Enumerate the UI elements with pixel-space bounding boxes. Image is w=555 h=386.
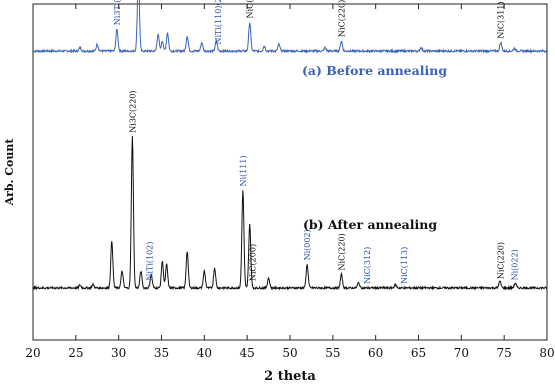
x-tick-label: 65 <box>411 346 426 360</box>
peak-label: NiTi(102) <box>146 242 155 281</box>
peak-label: NiC(311) <box>497 1 506 38</box>
x-tick-label: 60 <box>368 346 383 360</box>
x-tick-label: 35 <box>154 346 169 360</box>
peak-label: NiC(220) <box>497 242 506 279</box>
peak-label: Ni(022) <box>510 249 519 280</box>
x-tick-label: 50 <box>282 346 297 360</box>
peak-label: NiC(113) <box>400 247 409 284</box>
peak-label: NiC(200) <box>246 0 255 18</box>
x-tick-label: 45 <box>240 346 255 360</box>
peak-label: NiC(220) <box>337 0 346 37</box>
x-tick-label: 30 <box>111 346 126 360</box>
before-annealing-curve <box>32 0 548 54</box>
x-tick-label: 75 <box>497 346 512 360</box>
axes-group: 20 25 30 35 40 45 50 55 60 65 70 75 80 <box>25 3 555 360</box>
peak-label: NiC(200) <box>248 244 257 281</box>
peak-label: Ni(002) <box>303 229 312 260</box>
legend-after-annealing: (b) After annealing <box>303 217 437 232</box>
x-tick-label: 55 <box>325 346 340 360</box>
x-axis-label: 2 theta <box>264 369 316 384</box>
peak-label: Ni3C(220) <box>128 90 137 132</box>
x-tick-label: 25 <box>68 346 83 360</box>
x-tick-label: 70 <box>454 346 469 360</box>
y-axis-label: Arb. Count <box>3 138 16 207</box>
after-annealing-curve <box>32 136 548 291</box>
x-tick-label: 20 <box>25 346 40 360</box>
peak-label: NiTi(110)(203) <box>214 0 223 45</box>
peak-label: Ni3Ti(101)(103) <box>113 0 122 25</box>
curves-group <box>32 0 548 291</box>
peak-label: Ni(111) <box>239 155 248 186</box>
x-tick-label: 80 <box>539 346 554 360</box>
annotations-group: Ni3Ti(101)(103)Ni3C(012)NiTi(110)(203)Ni… <box>113 0 519 284</box>
plot-frame <box>32 3 548 341</box>
peak-label: NiC(312) <box>363 247 372 284</box>
legend-before-annealing: (a) Before annealing <box>302 63 447 78</box>
legend-group: (a) Before annealing (b) After annealing <box>302 63 447 232</box>
peak-label: NiC(220) <box>337 233 346 270</box>
x-tick-label: 40 <box>197 346 212 360</box>
